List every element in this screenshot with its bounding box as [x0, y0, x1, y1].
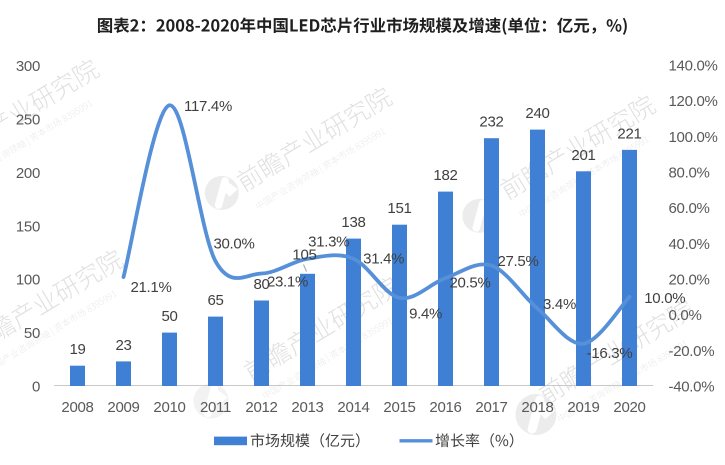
- svg-text:100: 100: [16, 272, 40, 289]
- svg-text:182: 182: [433, 167, 457, 184]
- svg-text:2017: 2017: [475, 399, 507, 416]
- svg-text:80.0%: 80.0%: [669, 165, 710, 182]
- svg-text:20.5%: 20.5%: [449, 275, 490, 292]
- svg-text:40.0%: 40.0%: [669, 236, 710, 253]
- svg-text:2011: 2011: [200, 399, 231, 416]
- svg-text:23.1%: 23.1%: [267, 274, 308, 291]
- svg-text:2018: 2018: [521, 399, 553, 416]
- svg-text:140.0%: 140.0%: [669, 58, 718, 75]
- svg-text:201: 201: [571, 147, 595, 164]
- svg-text:151: 151: [387, 200, 411, 217]
- svg-text:0: 0: [32, 379, 40, 396]
- svg-text:117.4%: 117.4%: [184, 98, 232, 115]
- svg-text:0.0%: 0.0%: [669, 307, 702, 324]
- svg-text:300: 300: [16, 58, 40, 75]
- svg-text:250: 250: [16, 111, 40, 128]
- svg-text:80: 80: [253, 276, 269, 293]
- svg-text:2019: 2019: [567, 399, 599, 416]
- svg-text:-40.0%: -40.0%: [669, 379, 715, 396]
- svg-text:10.0%: 10.0%: [644, 290, 685, 307]
- svg-text:105: 105: [292, 247, 316, 264]
- svg-text:3.4%: 3.4%: [543, 296, 576, 313]
- svg-text:100.0%: 100.0%: [669, 129, 718, 146]
- svg-text:2010: 2010: [153, 399, 185, 416]
- svg-text:150: 150: [16, 218, 40, 235]
- svg-text:2014: 2014: [337, 399, 369, 416]
- svg-text:19: 19: [69, 341, 85, 358]
- svg-text:240: 240: [525, 105, 549, 122]
- svg-text:221: 221: [617, 125, 641, 142]
- svg-text:65: 65: [207, 292, 223, 309]
- svg-text:-16.3%: -16.3%: [587, 345, 633, 362]
- svg-text:31.3%: 31.3%: [308, 233, 349, 250]
- svg-text:20.0%: 20.0%: [669, 272, 710, 289]
- svg-text:50: 50: [24, 325, 40, 342]
- svg-text:-20.0%: -20.0%: [669, 343, 715, 360]
- svg-text:2013: 2013: [291, 399, 323, 416]
- svg-text:2020: 2020: [613, 399, 645, 416]
- svg-text:50: 50: [161, 308, 177, 325]
- svg-text:2008: 2008: [61, 399, 93, 416]
- svg-text:60.0%: 60.0%: [669, 200, 710, 217]
- svg-text:2015: 2015: [383, 399, 415, 416]
- svg-text:30.0%: 30.0%: [213, 236, 254, 253]
- svg-text:200: 200: [16, 165, 40, 182]
- svg-text:21.1%: 21.1%: [130, 279, 171, 296]
- svg-text:120.0%: 120.0%: [669, 93, 718, 110]
- svg-text:9.4%: 9.4%: [409, 305, 442, 322]
- svg-text:23: 23: [115, 337, 131, 354]
- svg-text:232: 232: [479, 114, 503, 131]
- svg-text:31.4%: 31.4%: [363, 250, 404, 267]
- svg-text:138: 138: [341, 214, 365, 231]
- svg-text:2009: 2009: [107, 399, 139, 416]
- svg-text:2016: 2016: [429, 399, 461, 416]
- svg-text:27.5%: 27.5%: [497, 253, 538, 270]
- svg-text:2012: 2012: [245, 399, 277, 416]
